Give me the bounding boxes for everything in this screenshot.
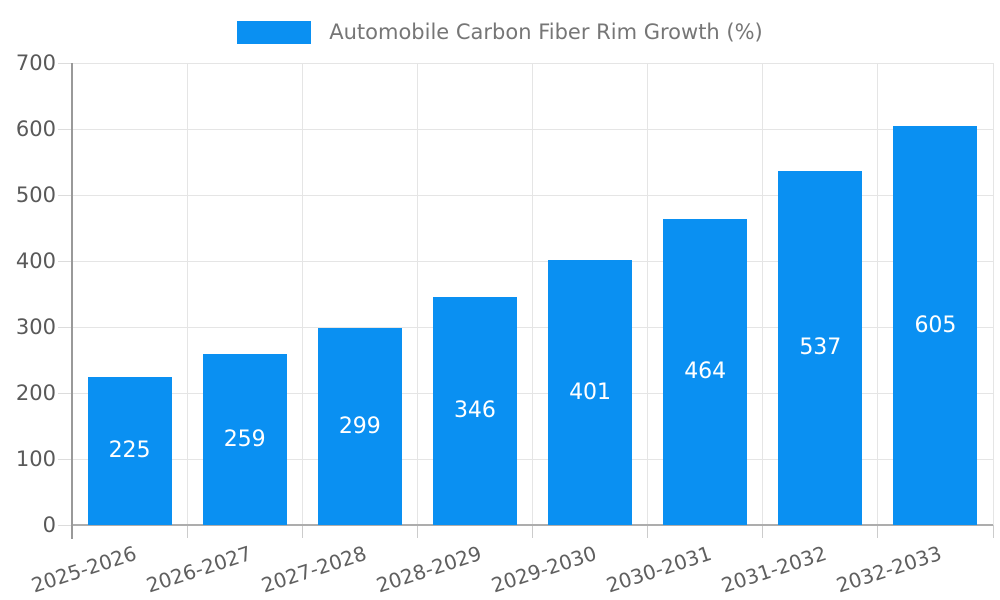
x-axis-tick (647, 525, 649, 538)
bar: 464 (663, 218, 748, 525)
y-axis-tick-label: 400 (15, 249, 56, 273)
x-axis-tick-label: 2032-2033 (833, 541, 945, 598)
y-axis-tick (58, 62, 72, 64)
gridline-vertical (416, 63, 418, 525)
gridline-vertical (992, 63, 994, 525)
y-axis-tick (58, 392, 72, 394)
y-axis-tick (58, 128, 72, 130)
x-axis-tick (877, 525, 879, 538)
y-axis-tick-label: 300 (15, 315, 56, 339)
y-axis-tick (58, 326, 72, 328)
gridline-vertical (532, 63, 533, 525)
bar: 346 (432, 296, 517, 525)
y-axis-tick-label: 0 (42, 513, 56, 537)
x-axis-tick-label: 2025-2026 (27, 541, 139, 598)
y-axis-tick (58, 194, 72, 196)
y-axis-tick (58, 524, 72, 526)
y-axis-tick (58, 458, 72, 460)
x-axis-tick (186, 525, 188, 538)
chart-legend[interactable]: Automobile Carbon Fiber Rim Growth (%) (0, 20, 1000, 44)
legend-label: Automobile Carbon Fiber Rim Growth (%) (329, 20, 763, 44)
bar: 259 (202, 354, 287, 525)
bar-value-label: 464 (684, 359, 727, 385)
x-axis-tick-label: 2029-2030 (488, 541, 600, 598)
bar-value-label: 299 (338, 413, 381, 439)
bar: 605 (893, 125, 978, 525)
bar-value-label: 259 (223, 427, 266, 453)
y-axis-tick-label: 500 (15, 183, 56, 207)
x-axis-tick-label: 2031-2032 (718, 541, 830, 598)
x-axis-tick (992, 525, 994, 538)
bar: 537 (778, 170, 863, 525)
gridline-vertical (186, 63, 188, 525)
bar-value-label: 401 (569, 380, 612, 406)
x-axis-tick-label: 2028-2029 (373, 541, 485, 598)
gridline-vertical (762, 63, 764, 525)
bar-value-label: 225 (108, 438, 151, 464)
gridline-vertical (877, 63, 879, 525)
y-axis-tick-label: 700 (15, 51, 56, 75)
x-axis-line (72, 524, 993, 526)
x-axis-tick-label: 2027-2028 (258, 541, 370, 598)
x-axis-tick (532, 525, 533, 538)
bar: 299 (317, 327, 402, 525)
bar-value-label: 346 (453, 398, 496, 424)
x-axis-tick (301, 525, 303, 538)
gridline-vertical (301, 63, 303, 525)
x-axis-tick (762, 525, 764, 538)
bar-value-label: 605 (914, 312, 957, 338)
y-axis-line (71, 63, 73, 539)
x-axis-tick-label: 2026-2027 (143, 541, 255, 598)
bar: 225 (87, 376, 172, 525)
plot-area: 0 100 200 300 400 500 600 700 225 2025-2026 259 202… (16, 51, 994, 598)
gridline-vertical (647, 63, 649, 525)
y-axis-tick-label: 100 (15, 447, 56, 471)
bar: 401 (548, 260, 633, 525)
y-axis-tick-label: 200 (15, 381, 56, 405)
bar-value-label: 537 (799, 335, 842, 361)
y-axis-tick-label: 600 (15, 117, 56, 141)
x-axis-tick (416, 525, 418, 538)
x-axis-tick-label: 2030-2031 (603, 541, 715, 598)
y-axis-tick (58, 260, 72, 262)
legend-swatch-icon (237, 20, 312, 44)
